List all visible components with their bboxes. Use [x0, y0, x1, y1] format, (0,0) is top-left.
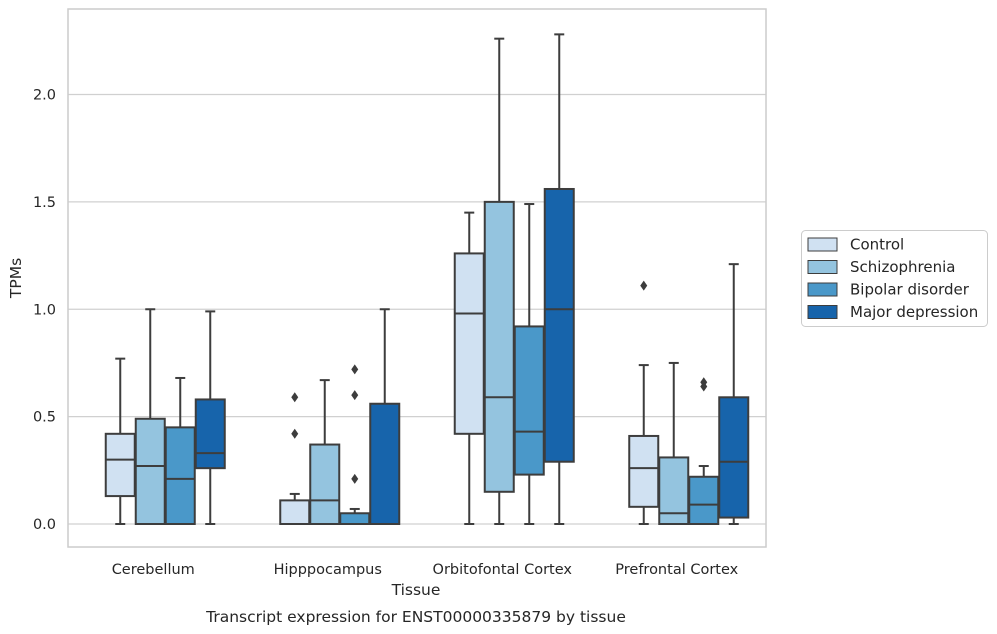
y-tick-label: 2.0 — [33, 88, 56, 104]
box-1-3 — [369, 308, 401, 525]
grid-lines — [68, 93, 766, 525]
outlier-point — [291, 428, 299, 439]
y-tick-label: 0.0 — [33, 517, 56, 533]
legend-label: Control — [850, 236, 904, 254]
outlier-point — [351, 364, 359, 375]
outlier-point — [640, 280, 648, 291]
iqr-box — [279, 499, 311, 526]
box-2-1 — [483, 37, 515, 525]
legend-swatch — [807, 305, 838, 319]
iqr-box — [369, 402, 401, 525]
iqr-box — [453, 252, 485, 435]
iqr-box — [513, 325, 545, 476]
iqr-box — [688, 475, 720, 526]
iqr-box — [194, 398, 226, 470]
chart-caption: Transcript expression for ENST0000033587… — [205, 608, 626, 626]
box-2-2 — [513, 203, 545, 525]
iqr-box — [543, 187, 575, 463]
x-tick-label: Hipppocampus — [274, 562, 382, 578]
box-3-1 — [658, 361, 690, 525]
box-0-0 — [104, 357, 136, 525]
iqr-box — [309, 443, 341, 526]
legend-label: Major depression — [850, 303, 978, 321]
box-1-2 — [339, 364, 371, 526]
legend-label: Schizophrenia — [850, 258, 955, 276]
plot-frame — [67, 8, 767, 548]
iqr-box — [339, 512, 371, 526]
legend-label: Bipolar disorder — [850, 281, 970, 299]
outlier-point — [351, 473, 359, 484]
legend-swatch — [807, 260, 838, 274]
iqr-box — [134, 417, 166, 525]
x-axis-label: Tissue — [391, 581, 441, 599]
iqr-box — [104, 432, 136, 498]
box-3-3 — [718, 263, 750, 525]
x-tick-label: Cerebellum — [112, 562, 195, 578]
x-tick-labels: Cerebellum Hipppocampus Orbitofontal Corte… — [112, 562, 739, 578]
iqr-box — [628, 434, 660, 508]
y-tick-labels: 0.0 0.5 1.0 1.5 2.0 — [33, 88, 56, 534]
iqr-box — [718, 396, 750, 519]
y-tick-label: 1.5 — [33, 195, 56, 211]
box-2-0 — [453, 211, 485, 525]
box-2-3 — [543, 33, 575, 525]
box-0-2 — [164, 376, 196, 525]
legend-frame — [801, 230, 988, 327]
box-1-1 — [309, 379, 341, 526]
iqr-box — [483, 200, 515, 493]
legend: Control Schizophrenia Bipolar disorder Majo… — [801, 230, 988, 327]
x-tick-label: Prefrontal Cortex — [615, 562, 738, 578]
y-tick-label: 0.5 — [33, 410, 56, 426]
iqr-box — [164, 426, 196, 525]
legend-swatch — [807, 237, 838, 252]
x-tick-label: Orbitofontal Cortex — [433, 562, 573, 578]
y-tick-label: 1.0 — [33, 302, 56, 318]
legend-swatch — [807, 282, 838, 297]
y-axis-label: TPMs — [7, 258, 25, 299]
outlier-point — [700, 377, 708, 388]
outlier-point — [291, 392, 299, 403]
box-3-2 — [688, 377, 720, 526]
box-marks — [104, 33, 750, 526]
box-3-0 — [628, 280, 660, 525]
outlier-point — [351, 390, 359, 401]
box-1-0 — [279, 392, 311, 526]
box-0-3 — [194, 310, 226, 525]
